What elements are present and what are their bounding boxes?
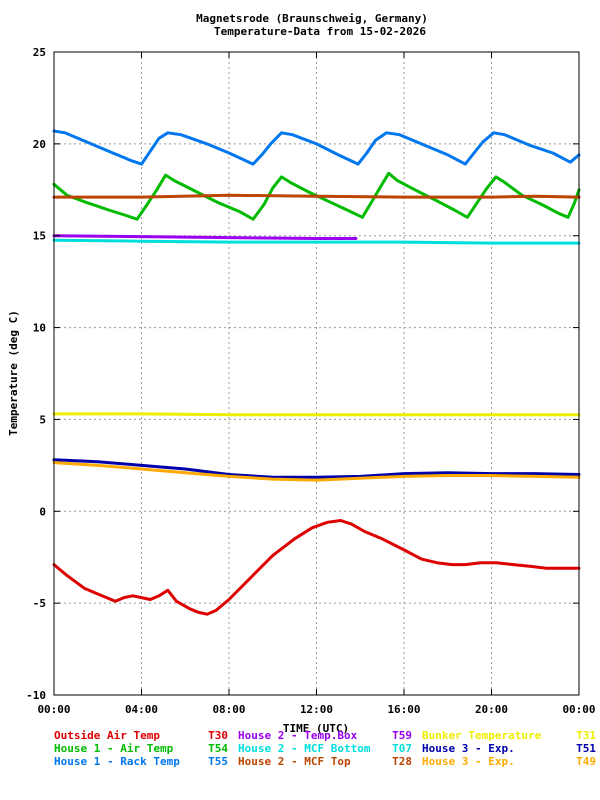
legend-label-t51: House 3 - Exp.	[422, 742, 515, 755]
legend-code-t28: T28	[392, 755, 412, 768]
x-axis-ticks: 00:00 04:00 08:00 12:00 16:00 20:00 00:00	[37, 52, 596, 716]
series-line-t28	[52, 193, 581, 199]
series-line-t55	[52, 129, 581, 166]
x-tick-label: 00:00	[562, 703, 595, 716]
y-tick-label: -5	[33, 597, 46, 610]
chart-title-line-2: Temperature-Data from 15-02-2026	[214, 25, 426, 38]
x-tick-label: 12:00	[300, 703, 333, 716]
x-axis-label: TIME (UTC)	[283, 722, 349, 735]
series-line-t07	[52, 238, 581, 245]
y-tick-label: 5	[39, 413, 46, 426]
y-tick-label: 10	[33, 322, 46, 335]
x-tick-label: 20:00	[475, 703, 508, 716]
x-tick-label: 08:00	[212, 703, 245, 716]
y-tick-label: 25	[33, 46, 46, 59]
legend-code-t31: T31	[576, 729, 596, 742]
legend-label-t31: Bunker Temperature	[422, 729, 542, 742]
legend-code-t54: T54	[208, 742, 228, 755]
x-tick-label: 00:00	[37, 703, 70, 716]
series-line-t31	[52, 412, 581, 417]
grid-lines	[54, 52, 579, 695]
legend-code-t30: T30	[208, 729, 228, 742]
legend-label-t54: House 1 - Air Temp	[54, 742, 174, 755]
data-series	[52, 129, 581, 616]
chart-title-line-1: Magnetsrode (Braunschweig, Germany)	[196, 12, 428, 25]
legend-code-t49: T49	[576, 755, 596, 768]
legend-label-t55: House 1 - Rack Temp	[54, 755, 180, 768]
legend-label-t49: House 3 - Exp.	[422, 755, 515, 768]
y-tick-label: 0	[39, 505, 46, 518]
legend-label-t07: House 2 - MCF Bottom	[238, 742, 371, 755]
series-line-t49	[52, 461, 581, 482]
y-tick-label: -10	[26, 689, 46, 702]
y-axis-label: Temperature (deg C)	[7, 310, 20, 436]
legend-code-t07: T07	[392, 742, 412, 755]
legend-code-t59: T59	[392, 729, 412, 742]
legend-label-t28: House 2 - MCF Top	[238, 755, 351, 768]
y-axis-ticks: -10 -5 0 5 10 15 20 25	[26, 46, 579, 702]
legend-code-t51: T51	[576, 742, 596, 755]
x-tick-label: 04:00	[125, 703, 158, 716]
legend-label-t59: House 2 - Temp.Box	[238, 729, 358, 742]
series-line-t59	[52, 234, 358, 240]
y-tick-label: 15	[33, 230, 46, 243]
y-tick-label: 20	[33, 138, 46, 151]
series-line-t51	[52, 458, 581, 479]
legend-label-t30: Outside Air Temp	[54, 729, 160, 742]
legend-code-t55: T55	[208, 755, 228, 768]
x-tick-label: 16:00	[387, 703, 420, 716]
series-line-t30	[52, 519, 581, 616]
legend: Outside Air Temp T30 House 2 - Temp.Box T59…	[54, 729, 596, 768]
